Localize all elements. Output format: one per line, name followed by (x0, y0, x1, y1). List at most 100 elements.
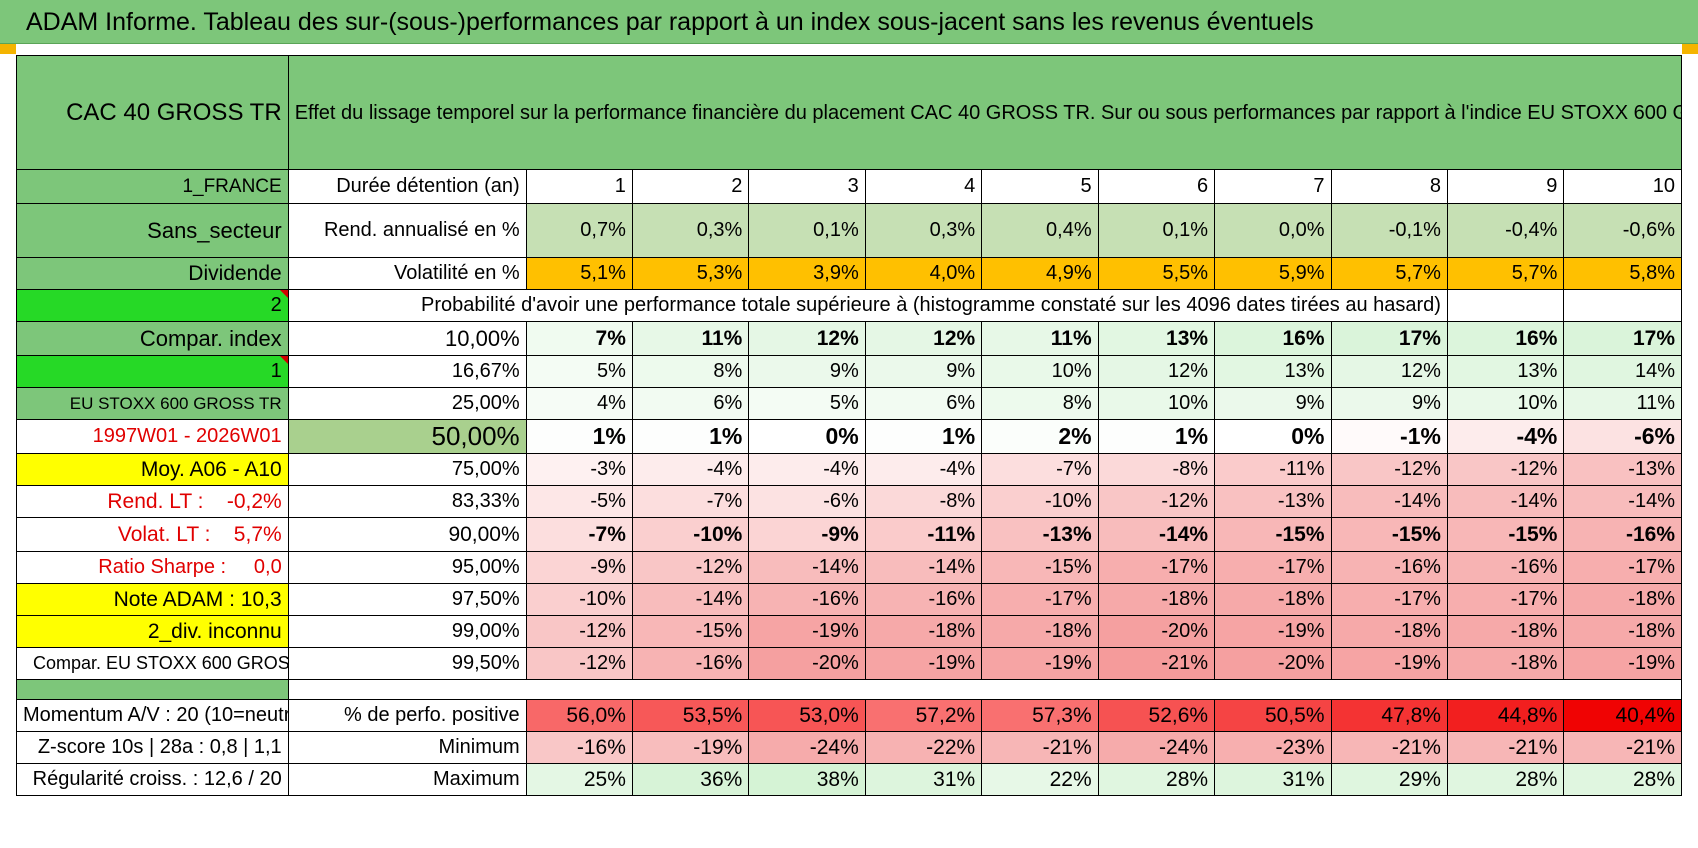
max-cell: 31% (864, 763, 983, 796)
code-2-value: 2 (270, 294, 282, 316)
volatility-cell: 5,8% (1563, 257, 1682, 290)
spacer-cell (16, 679, 289, 700)
probability-cell: -17% (1446, 583, 1565, 616)
year-cell: 1 (525, 169, 633, 204)
probability-cell: -12% (1097, 485, 1216, 518)
probability-cell: 11% (631, 321, 750, 356)
probability-cell: -8% (864, 485, 983, 518)
return-cell: 0,3% (631, 203, 750, 258)
probability-cell: -7% (981, 453, 1099, 486)
max-cell: 31% (1214, 763, 1332, 796)
probability-cell: -16% (631, 647, 750, 680)
volatility-cell: 5,9% (1214, 257, 1332, 290)
probability-cell: -13% (1563, 453, 1682, 486)
threshold-cell: 90,00% (287, 517, 527, 552)
probability-cell: 4% (525, 387, 633, 420)
prob-row: Note ADAM : 10,3 97,50% -10% -14% -16% -16%… (16, 583, 1682, 616)
period-label: 1997W01 - 2026W01 (16, 419, 289, 454)
max-cell: 25% (525, 763, 633, 796)
return-row: Sans_secteur Rend. annualisé en % 0,7% 0… (16, 203, 1682, 258)
probability-cell: 1% (864, 419, 983, 454)
probability-cell: -4% (864, 453, 983, 486)
probability-cell: -9% (748, 517, 866, 552)
probability-cell: 13% (1214, 355, 1332, 388)
probability-cell: -15% (981, 551, 1099, 584)
probability-cell: -12% (1446, 453, 1565, 486)
probability-cell: -15% (631, 615, 750, 648)
year-cell: 3 (748, 169, 866, 204)
probability-cell: -10% (981, 485, 1099, 518)
probability-cell: -9% (525, 551, 633, 584)
prob-row: EU STOXX 600 GROSS TR 25,00% 4% 6% 5% 6% 8% 1… (16, 387, 1682, 420)
performance-table: CAC 40 GROSS TR Effet du lissage tempore… (16, 55, 1683, 796)
probability-cell: 9% (1330, 387, 1448, 420)
return-cell: -0,6% (1563, 203, 1682, 258)
probability-cell: -12% (1330, 453, 1448, 486)
probability-cell: -11% (1214, 453, 1332, 486)
probability-cell: 12% (748, 321, 866, 356)
probability-cell: -15% (1330, 517, 1448, 552)
positive-row: Momentum A/V : 20 (10=neutre) % de perfo… (16, 699, 1682, 732)
min-cell: -22% (864, 731, 983, 764)
prob-row: Rend. LT : -0,2% 83,33% -5% -7% -6% -8% -10%… (16, 485, 1682, 518)
probability-cell: -14% (1330, 485, 1448, 518)
return-cell: 0,3% (864, 203, 983, 258)
probability-cell: -10% (525, 583, 633, 616)
code-2-cell[interactable]: 2 (16, 289, 289, 322)
return-cell: 0,0% (1214, 203, 1332, 258)
positive-label: % de perfo. positive (287, 699, 527, 732)
momentum-label: Momentum A/V : 20 (10=neutre) (16, 699, 289, 732)
probability-cell: -21% (1097, 647, 1216, 680)
probability-cell: 16% (1446, 321, 1565, 356)
probability-cell: 17% (1563, 321, 1682, 356)
threshold-cell: 95,00% (287, 551, 527, 584)
probability-cell: 10% (1446, 387, 1565, 420)
probability-cell: 8% (981, 387, 1099, 420)
min-cell: -24% (1097, 731, 1216, 764)
probability-cell: -14% (748, 551, 866, 584)
probability-caption-row: 2 Probabilité d'avoir une performance to… (16, 289, 1682, 322)
probability-cell: -18% (864, 615, 983, 648)
probability-cell: -18% (1446, 615, 1565, 648)
probability-cell: -19% (864, 647, 983, 680)
probability-cell: 0% (748, 419, 866, 454)
probability-cell: 1% (1097, 419, 1216, 454)
probability-cell: -4% (748, 453, 866, 486)
prob-row: Ratio Sharpe : 0,0 95,00% -9% -12% -14% -14… (16, 551, 1682, 584)
empty-cell (1563, 289, 1682, 322)
probability-cell: -20% (1214, 647, 1332, 680)
code-1-cell[interactable]: 1 (16, 355, 289, 388)
min-cell: -16% (525, 731, 633, 764)
probability-cell: 2% (981, 419, 1099, 454)
probability-cell: -10% (631, 517, 750, 552)
left-edge-marker (0, 44, 16, 54)
volatility-cell: 5,5% (1097, 257, 1216, 290)
probability-cell: -17% (981, 583, 1099, 616)
positive-cell: 40,4% (1563, 699, 1682, 732)
probability-cell: -15% (1446, 517, 1565, 552)
probability-cell: -11% (864, 517, 983, 552)
performance-sheet: CAC 40 GROSS TR Effet du lissage tempore… (16, 55, 1683, 845)
empty-cell (1446, 289, 1565, 322)
positive-cell: 57,2% (864, 699, 983, 732)
probability-cell: 7% (525, 321, 633, 356)
probability-cell: 6% (631, 387, 750, 420)
min-cell: -21% (1563, 731, 1682, 764)
years-row: 1_FRANCE Durée détention (an) 1 2 3 4 5 … (16, 169, 1682, 204)
probability-cell: 14% (1563, 355, 1682, 388)
probability-cell: -17% (1563, 551, 1682, 584)
probability-cell: -4% (1446, 419, 1565, 454)
probability-cell: -16% (1446, 551, 1565, 584)
prob-row: Compar. EU STOXX 600 GROSS TR 99,50% -12… (16, 647, 1682, 680)
probability-cell: 17% (1330, 321, 1448, 356)
probability-cell: 9% (748, 355, 866, 388)
probability-cell: -19% (1330, 647, 1448, 680)
year-cell: 2 (631, 169, 750, 204)
probability-cell: 12% (1097, 355, 1216, 388)
probability-cell: -16% (748, 583, 866, 616)
volatility-cell: 5,3% (631, 257, 750, 290)
probability-cell: -7% (525, 517, 633, 552)
probability-cell: -20% (748, 647, 866, 680)
probability-cell: -18% (1214, 583, 1332, 616)
sharpe-ratio: Ratio Sharpe : 0,0 (16, 551, 289, 584)
